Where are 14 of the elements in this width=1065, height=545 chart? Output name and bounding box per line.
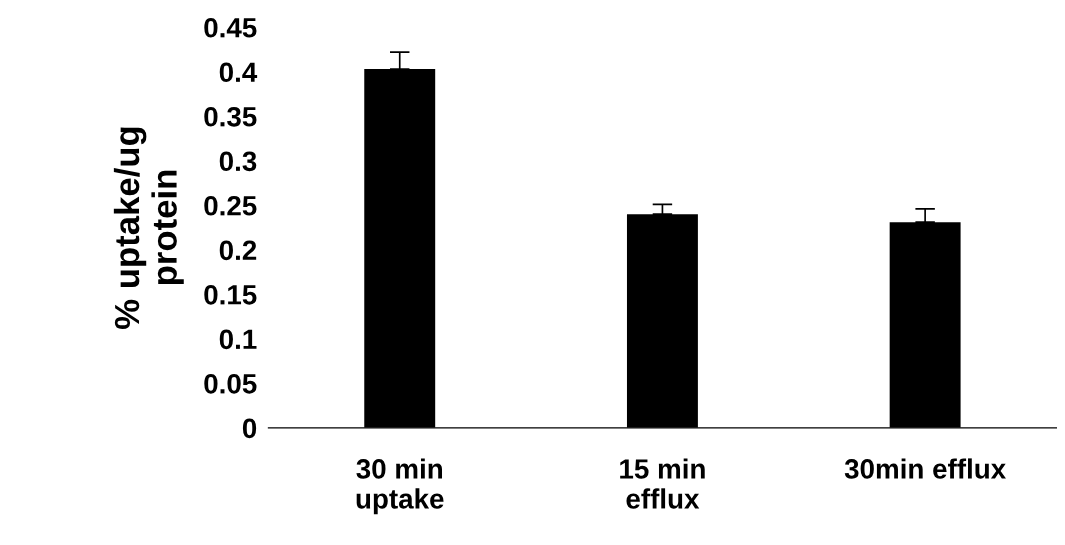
y-tick-label: 0 <box>242 418 257 439</box>
x-tick-label: 15 min efflux <box>620 458 705 509</box>
y-tick-label: 0.35 <box>204 106 257 127</box>
y-tick-label: 0.1 <box>219 329 257 350</box>
y-tick-label: 0.3 <box>219 151 257 172</box>
y-axis-title: % uptake/ug protein <box>113 127 184 329</box>
y-tick-label: 0.25 <box>204 195 257 216</box>
y-tick-label: 0.05 <box>204 373 257 394</box>
y-tick-label: 0.4 <box>219 62 258 83</box>
x-tick-label: 30 min uptake <box>356 458 444 515</box>
y-tick-label: 0.2 <box>219 240 257 261</box>
x-tick-label: 30min efflux <box>844 458 1006 479</box>
y-tick-label: 0.45 <box>204 17 257 38</box>
y-tick-label: 0.15 <box>204 284 257 305</box>
